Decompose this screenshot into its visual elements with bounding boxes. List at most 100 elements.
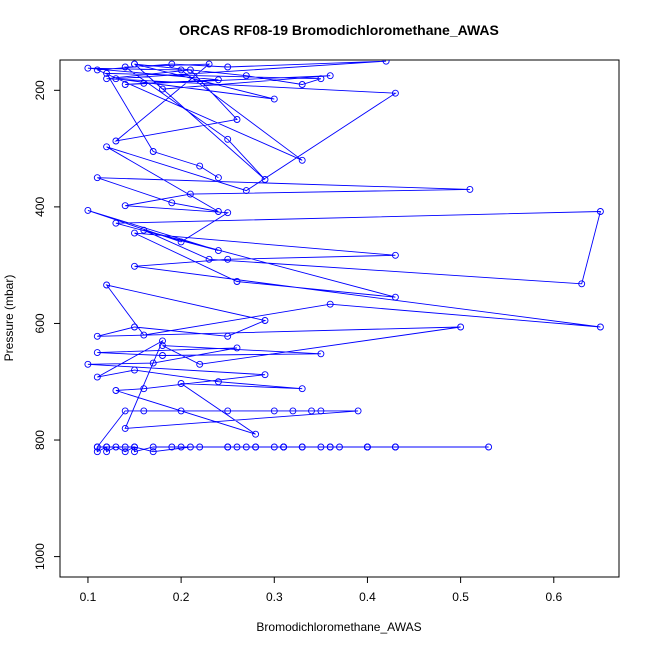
data-point <box>214 247 222 255</box>
data-point <box>131 262 138 270</box>
data-point <box>168 199 176 207</box>
data-point <box>280 443 288 451</box>
data-point <box>131 366 138 374</box>
data-point <box>270 407 278 415</box>
data-point <box>391 293 399 301</box>
data-point <box>93 373 101 381</box>
x-tick-label: 0.2 <box>173 590 190 604</box>
data-point <box>336 443 343 451</box>
data-point <box>233 278 241 285</box>
y-tick-label: 600 <box>33 313 47 333</box>
data-point <box>382 60 390 65</box>
data-point <box>298 156 306 164</box>
data-point <box>121 81 129 88</box>
data-point <box>196 360 204 368</box>
data-point <box>93 332 101 340</box>
data-point <box>131 229 138 237</box>
data-point <box>391 443 399 451</box>
data-point <box>308 407 315 415</box>
data-point <box>121 443 129 451</box>
data-point <box>233 443 241 451</box>
data-point <box>596 208 604 215</box>
data-point <box>224 255 232 263</box>
data-point <box>84 64 92 72</box>
data-point <box>159 337 166 345</box>
data-point <box>159 352 166 359</box>
data-point <box>196 162 204 170</box>
data-point <box>224 407 232 415</box>
data-point <box>131 443 138 451</box>
data-point <box>103 443 111 451</box>
data-point <box>298 443 306 451</box>
x-tick-label: 0.1 <box>80 590 97 604</box>
data-point <box>261 176 269 183</box>
data-point <box>177 443 185 451</box>
y-tick-label: 400 <box>33 197 47 217</box>
x-axis: 0.1 0.2 0.3 0.4 0.5 0.6 <box>80 576 562 604</box>
data-point <box>159 342 166 350</box>
data-point <box>242 187 250 195</box>
data-point <box>252 430 260 438</box>
data-point <box>149 359 157 367</box>
x-tick-label: 0.6 <box>545 590 562 604</box>
data-point <box>177 238 185 246</box>
data-point <box>131 448 138 456</box>
data-point <box>149 448 157 456</box>
data-point <box>121 424 129 432</box>
data-point <box>121 63 129 71</box>
data-point <box>177 380 185 387</box>
y-tick-label: 800 <box>33 430 47 450</box>
data-point <box>317 443 325 451</box>
data-point <box>112 387 120 394</box>
data-point <box>326 72 334 80</box>
data-point <box>168 60 176 68</box>
data-point <box>270 95 278 103</box>
x-tick-label: 0.5 <box>452 590 469 604</box>
data-point <box>326 443 334 451</box>
data-point <box>103 448 111 456</box>
data-point <box>186 66 194 74</box>
data-point <box>121 202 129 210</box>
data-point <box>149 443 157 451</box>
data-point <box>168 443 176 451</box>
data-point <box>233 344 241 352</box>
data-point <box>84 206 92 214</box>
data-point <box>298 385 306 393</box>
y-axis: 200 400 600 800 1000 <box>33 80 61 570</box>
data-point <box>112 75 120 83</box>
data-layer <box>84 60 604 456</box>
data-point <box>298 81 306 88</box>
data-point <box>103 281 111 289</box>
series-line <box>87 60 601 453</box>
data-point <box>149 148 157 155</box>
x-tick-label: 0.3 <box>266 590 283 604</box>
data-point <box>140 226 148 234</box>
data-point <box>233 116 241 123</box>
y-tick-label: 200 <box>33 80 47 100</box>
data-point <box>485 443 493 451</box>
data-point <box>112 137 120 145</box>
data-point <box>140 385 148 393</box>
data-point <box>578 280 586 288</box>
data-point <box>112 443 120 451</box>
data-point <box>93 174 101 182</box>
data-point <box>93 349 101 357</box>
data-point <box>131 323 138 331</box>
data-point <box>214 76 222 84</box>
data-point <box>93 448 101 456</box>
data-point <box>131 60 138 68</box>
data-point <box>242 72 250 80</box>
data-point <box>112 219 120 227</box>
data-point <box>140 79 148 87</box>
y-axis-label: Pressure (mbar) <box>2 275 16 362</box>
data-point <box>214 208 222 215</box>
data-point <box>205 255 213 263</box>
data-point <box>214 378 222 386</box>
data-point <box>317 407 325 415</box>
data-point <box>205 60 213 68</box>
data-point <box>261 371 269 379</box>
data-point <box>186 190 194 198</box>
data-point <box>354 407 362 415</box>
data-point <box>224 209 232 217</box>
